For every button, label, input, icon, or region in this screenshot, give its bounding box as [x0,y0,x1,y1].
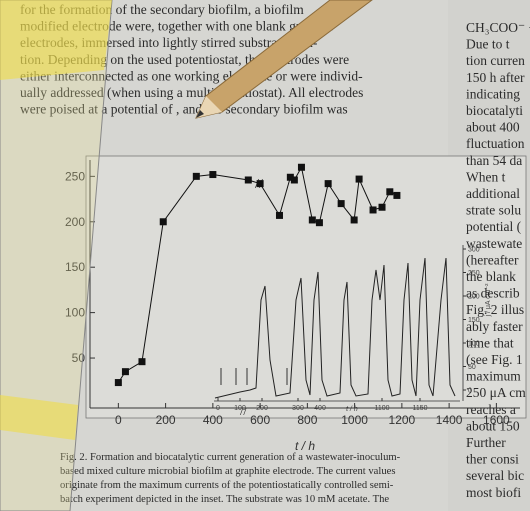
series-line [117,165,398,383]
body-line: (see Fig. 1 [466,352,523,367]
data-point [286,173,294,181]
body-line: reaches a [466,402,516,417]
x-tick-label: 800 [297,413,317,427]
body-line: than 54 da [466,153,522,168]
x-tick-label: 400 [203,413,223,427]
body-line: When t [466,169,506,184]
inset-y-tick-label: 50 [468,364,476,371]
body-line: were poised at a potential of , and the … [20,102,348,117]
inset-arrows [220,368,288,385]
inset-x-tick-label: 1100 [374,405,389,412]
data-point [337,200,345,208]
ruler-yellow [0,0,112,80]
body-line: CH₃COO⁻ + [466,20,530,35]
x-tick-label: 600 [250,413,270,427]
body-line: wastewate [466,236,522,251]
body-line: fluctuation [466,136,525,151]
body-line: several bic [466,468,524,483]
y-tick-label: 200 [65,215,85,229]
data-point [209,171,217,179]
data-point [138,358,146,366]
body-line: Due to t [466,37,510,52]
data-point [114,379,122,387]
body-line: strate solu [466,203,521,218]
body-line: about 150 [466,418,520,433]
pencil-lead [196,110,204,118]
inset-y-tick-label: 250 [468,270,480,277]
body-line: (hereafter [466,252,519,267]
body-line: ther consi [466,452,519,467]
body-line: Further [466,435,506,450]
body-line: potential ( [466,219,522,234]
data-point [244,176,252,184]
data-point [308,216,316,224]
caption-line: based mixed culture microbial biofilm at… [60,466,395,477]
data-point [121,368,129,376]
body-line: biocatalyti [466,103,523,118]
body-line: ably faster [466,319,523,334]
caption-line: originate from the maximum currents of t… [60,480,394,491]
data-point [297,163,305,171]
y-tick-label: 150 [65,260,85,274]
body-line: as describ [466,286,520,301]
data-point [393,191,401,199]
axis-break: // [240,404,247,418]
x-tick-label: 200 [156,413,176,427]
data-point [355,175,363,183]
inset-y-label: j / μA cm⁻² [485,283,492,318]
inset-curve [214,257,456,399]
data-point [378,203,386,211]
inset-y-tick-label: 100 [468,341,480,348]
y-tick-label: 100 [65,306,85,320]
body-line: Fig. 2 illus [466,302,524,317]
data-point [159,218,167,226]
x-axis-label: t / h [295,439,315,453]
inset-x-tick-label: 1150 [412,405,427,412]
x-tick-label: 1600 [483,413,510,427]
data-point [350,216,358,224]
body-line: the blank [466,269,516,284]
inset-y-tick-label: 150 [468,317,480,324]
body-line: additional [466,186,520,201]
inset-y-tick-label: 0 [468,388,472,395]
ruler-yellow [0,395,78,440]
caption-line: batch experiment depicted in the inset. … [60,494,389,505]
inset-x-tick-label: 200 [256,405,268,412]
data-point [315,219,323,227]
inset-x-label: t / h [346,406,358,413]
x-tick-label: 1000 [341,413,368,427]
data-point [324,180,332,188]
x-tick-label: 0 [115,413,122,427]
caption-line: Fig. 2. Formation and biocatalytic curre… [60,452,401,463]
body-line: indicating [466,86,520,101]
x-tick-label: 1400 [436,413,463,427]
data-point [386,188,394,196]
body-line: ually addressed (when using a multipoten… [20,85,363,100]
y-tick-label: 250 [65,169,85,183]
inset-y-tick-label: 300 [468,247,480,254]
body-line: 250 μA cm [466,385,526,400]
body-line: most biofi [466,485,521,500]
inset-y-tick-label: 200 [468,294,480,301]
data-point [290,176,298,184]
body-line: maximum [466,369,521,384]
ruler [0,0,113,511]
inset-x-tick-label: 100 [234,405,246,412]
data-point [256,180,264,188]
inset-x-tick-label: 300 [292,405,304,412]
body-line: time that [466,335,514,350]
x-tick-label: 1200 [389,413,416,427]
body-line: about 400 [466,120,520,135]
inset-x-tick-label: 400 [314,405,326,412]
inset-x-tick-label: 0 [216,405,220,412]
data-point [275,211,283,219]
data-point [192,172,200,180]
body-line: 150 h after [466,70,525,85]
data-point [369,206,377,214]
body-line: tion curren [466,53,525,68]
